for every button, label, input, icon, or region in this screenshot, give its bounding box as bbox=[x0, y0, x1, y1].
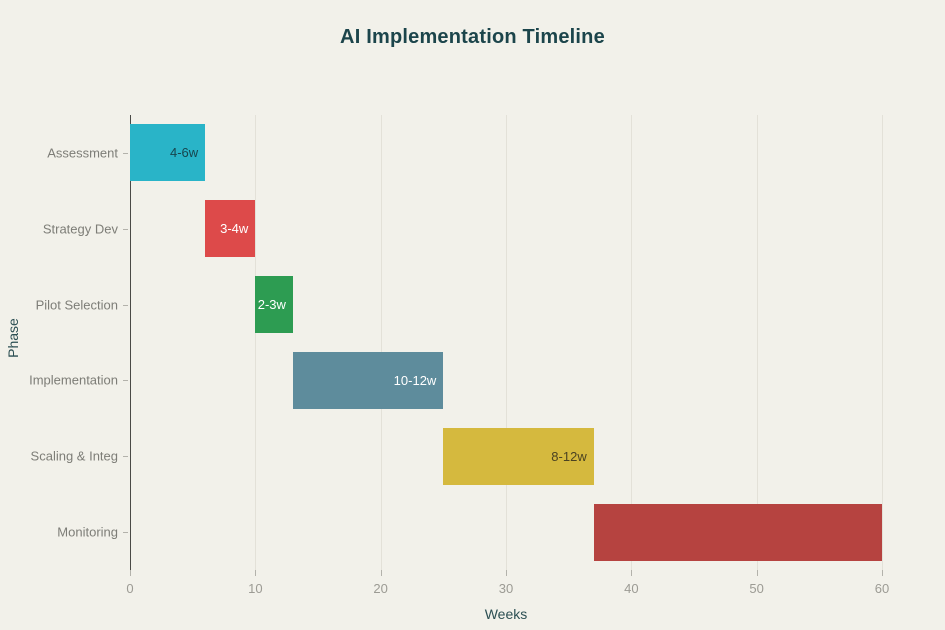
gridline-week-50 bbox=[756, 115, 758, 570]
x-tick-mark-50 bbox=[756, 570, 758, 576]
bar-duration-label: 4-6w bbox=[170, 145, 199, 160]
y-tick-mark bbox=[123, 456, 128, 457]
y-axis-line bbox=[130, 115, 131, 570]
x-tick-mark-40 bbox=[631, 570, 633, 576]
gantt-bar-monitoring bbox=[593, 504, 882, 561]
category-label-assessment: Assessment bbox=[47, 145, 118, 161]
gantt-bar-strategy-dev: 3-4w bbox=[205, 200, 256, 257]
category-label-implementation: Implementation bbox=[29, 372, 118, 388]
gridline-week-10 bbox=[255, 115, 257, 570]
category-label-pilot-selection: Pilot Selection bbox=[35, 297, 118, 313]
y-tick-mark bbox=[123, 380, 128, 381]
category-label-strategy-dev: Strategy Dev bbox=[42, 221, 118, 237]
gantt-bar-assessment: 4-6w bbox=[130, 124, 206, 181]
gantt-bar-scaling-integ: 8-12w bbox=[443, 428, 594, 485]
x-axis-title: Weeks bbox=[484, 606, 528, 622]
y-tick-mark bbox=[123, 153, 128, 154]
bar-duration-label: 2-3w bbox=[257, 297, 286, 312]
y-tick-mark bbox=[123, 532, 128, 533]
y-tick-mark bbox=[123, 305, 128, 306]
bar-duration-label: 10-12w bbox=[393, 373, 437, 388]
x-tick-label-40: 40 bbox=[624, 581, 639, 596]
chart-title: AI Implementation Timeline bbox=[340, 26, 605, 48]
x-tick-mark-0 bbox=[130, 570, 131, 576]
y-tick-mark bbox=[123, 229, 128, 230]
x-tick-mark-60 bbox=[882, 570, 883, 576]
gantt-bar-pilot-selection: 2-3w bbox=[255, 276, 293, 333]
gridline-week-30 bbox=[506, 115, 507, 570]
bar-duration-label: 8-12w bbox=[551, 449, 587, 464]
x-tick-label-0: 0 bbox=[126, 581, 134, 596]
x-tick-label-50: 50 bbox=[749, 581, 764, 596]
bar-duration-label: 3-4w bbox=[220, 221, 249, 236]
x-tick-label-20: 20 bbox=[373, 581, 388, 596]
x-tick-mark-20 bbox=[380, 570, 382, 576]
gridline-week-40 bbox=[631, 115, 633, 570]
x-tick-mark-10 bbox=[255, 570, 257, 576]
y-axis-title: Phase bbox=[5, 318, 21, 358]
category-label-scaling-integ: Scaling & Integ bbox=[30, 448, 118, 464]
gridline-week-20 bbox=[380, 115, 382, 570]
plot-area: 0 10 20 30 40 50 60 Assessment 4-6w Strategy Dev 3… bbox=[29, 115, 889, 596]
category-label-monitoring: Monitoring bbox=[57, 524, 118, 540]
x-tick-label-10: 10 bbox=[248, 581, 263, 596]
gridline-week-60 bbox=[882, 115, 883, 570]
x-tick-label-30: 30 bbox=[498, 581, 514, 596]
x-tick-mark-30 bbox=[506, 570, 507, 576]
x-tick-label-60: 60 bbox=[874, 581, 890, 596]
gantt-bar-implementation: 10-12w bbox=[292, 352, 444, 409]
